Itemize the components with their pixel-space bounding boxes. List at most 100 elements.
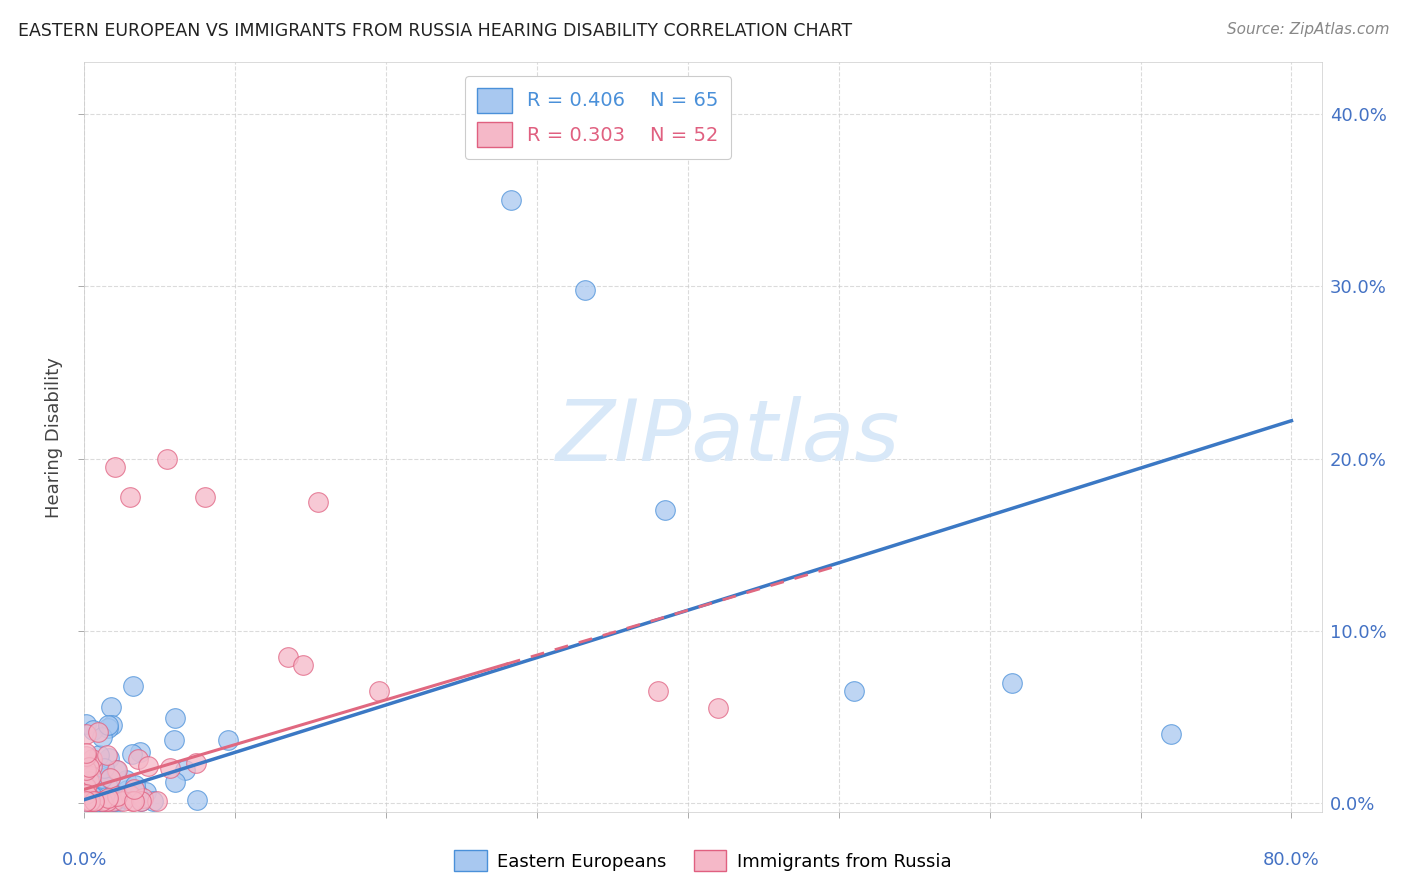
Point (82, 723, 104, 738)
Point (80, 752, 103, 766)
Point (97, 791, 120, 805)
Point (117, 783, 139, 797)
Point (75, 787, 97, 801)
Point (125, 786, 148, 800)
Point (90, 771, 112, 785)
Point (90, 794, 112, 808)
Point (121, 794, 143, 808)
Point (367, 684, 389, 698)
Point (277, 649, 299, 664)
Point (114, 791, 136, 805)
Point (129, 794, 152, 808)
Text: Source: ZipAtlas.com: Source: ZipAtlas.com (1226, 22, 1389, 37)
Y-axis label: Hearing Disability: Hearing Disability (45, 357, 63, 517)
Point (103, 460, 125, 475)
Point (77, 760, 100, 774)
Point (77, 789, 100, 803)
Point (121, 747, 143, 761)
Point (103, 794, 125, 808)
Point (103, 794, 125, 808)
Point (131, 794, 153, 808)
Point (76, 794, 98, 808)
Point (124, 778, 146, 792)
Point (75, 794, 97, 808)
Point (96, 717, 118, 731)
Point (101, 794, 124, 808)
Point (80, 789, 103, 803)
Point (96, 794, 118, 808)
Point (75, 780, 97, 794)
Point (217, 733, 239, 747)
Point (122, 794, 145, 808)
Point (76, 768, 98, 782)
Point (101, 717, 124, 731)
Point (97, 722, 120, 736)
Point (163, 710, 186, 724)
Point (127, 752, 149, 766)
Point (647, 684, 669, 698)
Point (128, 745, 150, 759)
Point (76, 780, 98, 794)
Point (105, 763, 128, 777)
Point (1160, 727, 1182, 741)
Point (86, 794, 108, 808)
Point (79, 794, 101, 808)
Point (136, 758, 159, 772)
Point (122, 781, 145, 796)
Point (75, 746, 97, 760)
Point (75, 763, 97, 777)
Point (82, 758, 104, 772)
Point (156, 451, 179, 466)
Point (100, 772, 122, 786)
Point (115, 772, 138, 787)
Point (96, 747, 118, 762)
Point (194, 490, 217, 504)
Point (75, 717, 97, 731)
Point (501, 193, 523, 207)
Point (83, 794, 105, 808)
Point (83, 794, 105, 808)
Point (87, 725, 110, 739)
Point (90, 794, 112, 808)
Point (654, 503, 676, 517)
Point (79, 794, 101, 808)
Point (93, 761, 115, 775)
Point (111, 794, 134, 808)
Point (163, 733, 186, 747)
Point (75, 727, 97, 741)
Point (83, 794, 105, 808)
Point (79, 794, 101, 808)
Legend: R = 0.406    N = 65, R = 0.303    N = 52: R = 0.406 N = 65, R = 0.303 N = 52 (465, 76, 731, 159)
Point (91, 794, 114, 808)
Point (184, 756, 207, 771)
Point (159, 761, 181, 775)
Point (132, 790, 155, 805)
Legend: Eastern Europeans, Immigrants from Russia: Eastern Europeans, Immigrants from Russi… (447, 843, 959, 879)
Point (77, 773, 100, 788)
Point (97, 794, 120, 808)
Point (707, 701, 730, 715)
Point (79, 794, 101, 808)
Point (96, 792, 118, 806)
Point (82, 794, 104, 808)
Point (118, 490, 141, 504)
Point (94, 767, 117, 781)
Point (84, 782, 107, 797)
Text: EASTERN EUROPEAN VS IMMIGRANTS FROM RUSSIA HEARING DISABILITY CORRELATION CHART: EASTERN EUROPEAN VS IMMIGRANTS FROM RUSS… (18, 22, 852, 40)
Point (135, 784, 157, 798)
Point (98, 792, 121, 806)
Point (97, 751, 120, 765)
Point (90, 730, 112, 744)
Text: ZIPatlas: ZIPatlas (555, 395, 900, 479)
Point (100, 700, 122, 714)
Point (574, 283, 596, 297)
Point (91, 794, 114, 808)
Point (121, 679, 143, 693)
Point (79, 794, 101, 808)
Point (91, 794, 114, 808)
Point (86, 791, 108, 805)
Text: 80.0%: 80.0% (1263, 851, 1320, 869)
Point (142, 794, 165, 808)
Point (174, 763, 197, 777)
Point (105, 789, 128, 803)
